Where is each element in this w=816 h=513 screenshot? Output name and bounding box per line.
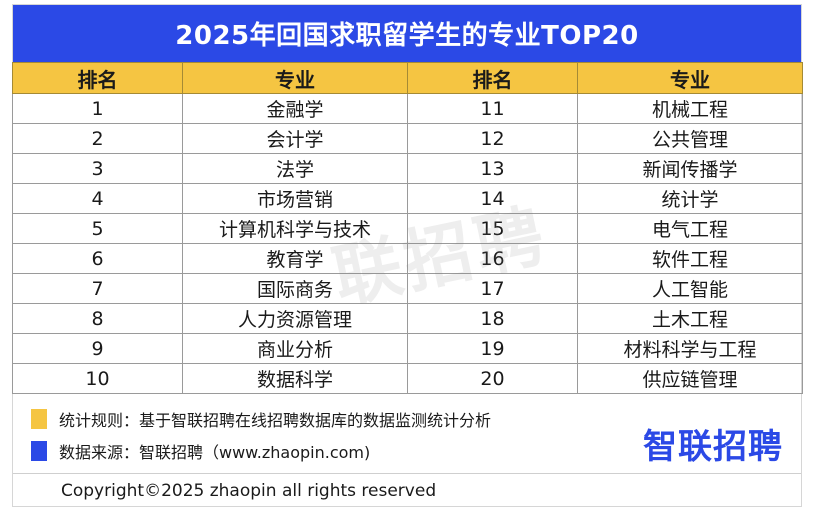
rank-cell: 20 [407, 363, 578, 394]
major-cell: 教育学 [182, 243, 408, 274]
major-cell: 新闻传播学 [577, 153, 803, 184]
header-major-left: 专业 [182, 62, 408, 94]
table-row: 2 会计学 12 公共管理 [12, 123, 803, 154]
table-row: 9 商业分析 19 材料科学与工程 [12, 333, 803, 364]
blue-square-icon [31, 441, 47, 461]
major-cell: 市场营销 [182, 183, 408, 214]
rank-cell: 12 [407, 123, 578, 154]
major-cell: 公共管理 [577, 123, 803, 154]
major-cell: 商业分析 [182, 333, 408, 364]
ranking-table: 排名 专业 排名 专业 1 金融学 11 机械工程 2 会计学 12 公共管理 … [12, 62, 803, 394]
major-cell: 计算机科学与技术 [182, 213, 408, 244]
note-rule: 统计规则：基于智联招聘在线招聘数据库的数据监测统计分析 [31, 407, 491, 431]
major-cell: 会计学 [182, 123, 408, 154]
table-row: 5 计算机科学与技术 15 电气工程 [12, 213, 803, 244]
footer: Copyright©2025 zhaopin all rights reserv… [13, 473, 801, 507]
ranking-card: 2025年回国求职留学生的专业TOP20 排名 专业 排名 专业 1 金融学 1… [12, 4, 803, 507]
header-major-right: 专业 [577, 62, 803, 94]
major-cell: 数据科学 [182, 363, 408, 394]
major-cell: 土木工程 [577, 303, 803, 334]
rank-cell: 11 [407, 93, 578, 124]
rank-cell: 17 [407, 273, 578, 304]
header-rank-right: 排名 [407, 62, 578, 94]
notes-section: 统计规则：基于智联招聘在线招聘数据库的数据监测统计分析 数据来源：智联招聘（ww… [13, 395, 801, 475]
table-row: 7 国际商务 17 人工智能 [12, 273, 803, 304]
rank-cell: 19 [407, 333, 578, 364]
major-cell: 国际商务 [182, 273, 408, 304]
rank-cell: 8 [12, 303, 183, 334]
rank-cell: 4 [12, 183, 183, 214]
rank-cell: 3 [12, 153, 183, 184]
major-cell: 法学 [182, 153, 408, 184]
rank-cell: 16 [407, 243, 578, 274]
table-row: 8 人力资源管理 18 土木工程 [12, 303, 803, 334]
rank-cell: 6 [12, 243, 183, 274]
copyright-text: Copyright©2025 zhaopin all rights reserv… [61, 480, 437, 501]
rank-cell: 7 [12, 273, 183, 304]
table-header-row: 排名 专业 排名 专业 [12, 62, 803, 94]
note-source: 数据来源：智联招聘（www.zhaopin.com) [31, 439, 370, 463]
major-cell: 人工智能 [577, 273, 803, 304]
yellow-square-icon [31, 409, 47, 429]
major-cell: 机械工程 [577, 93, 803, 124]
rank-cell: 14 [407, 183, 578, 214]
note-rule-text: 统计规则：基于智联招聘在线招聘数据库的数据监测统计分析 [59, 411, 492, 430]
rank-cell: 9 [12, 333, 183, 364]
rank-cell: 2 [12, 123, 183, 154]
rank-cell: 1 [12, 93, 183, 124]
table-row: 4 市场营销 14 统计学 [12, 183, 803, 214]
zhaopin-logo: 智联招聘 [643, 427, 783, 467]
table-row: 3 法学 13 新闻传播学 [12, 153, 803, 184]
major-cell: 金融学 [182, 93, 408, 124]
major-cell: 材料科学与工程 [577, 333, 803, 364]
note-source-text: 数据来源：智联招聘（www.zhaopin.com) [59, 443, 371, 462]
major-cell: 电气工程 [577, 213, 803, 244]
major-cell: 供应链管理 [577, 363, 803, 394]
table-row: 6 教育学 16 软件工程 [12, 243, 803, 274]
rank-cell: 18 [407, 303, 578, 334]
table-row: 1 金融学 11 机械工程 [12, 93, 803, 124]
rank-cell: 15 [407, 213, 578, 244]
page-title: 2025年回国求职留学生的专业TOP20 [13, 5, 801, 62]
rank-cell: 10 [12, 363, 183, 394]
rank-cell: 13 [407, 153, 578, 184]
rank-cell: 5 [12, 213, 183, 244]
major-cell: 人力资源管理 [182, 303, 408, 334]
major-cell: 统计学 [577, 183, 803, 214]
major-cell: 软件工程 [577, 243, 803, 274]
table-row: 10 数据科学 20 供应链管理 [12, 363, 803, 394]
header-rank-left: 排名 [12, 62, 183, 94]
